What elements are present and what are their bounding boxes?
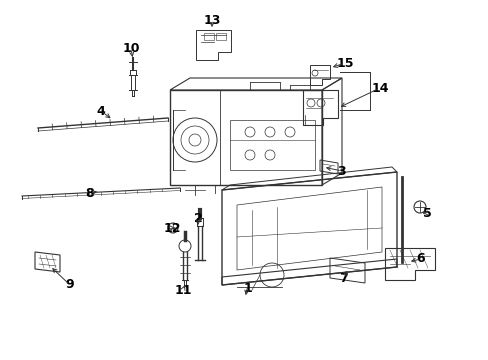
- Text: 6: 6: [416, 252, 425, 266]
- Text: 5: 5: [422, 207, 430, 220]
- Text: 15: 15: [336, 57, 353, 69]
- Bar: [203, 33, 214, 40]
- Text: 4: 4: [97, 104, 105, 117]
- Text: 1: 1: [243, 282, 252, 294]
- Text: 2: 2: [193, 212, 202, 225]
- Text: 13: 13: [203, 14, 220, 27]
- Text: 8: 8: [85, 186, 94, 199]
- Text: 7: 7: [339, 271, 347, 284]
- Text: 10: 10: [122, 41, 140, 54]
- Bar: [216, 33, 225, 40]
- Text: 9: 9: [65, 279, 74, 292]
- Text: 14: 14: [370, 81, 388, 95]
- Text: 12: 12: [163, 221, 181, 234]
- Text: 11: 11: [174, 284, 191, 297]
- Text: 3: 3: [337, 165, 346, 177]
